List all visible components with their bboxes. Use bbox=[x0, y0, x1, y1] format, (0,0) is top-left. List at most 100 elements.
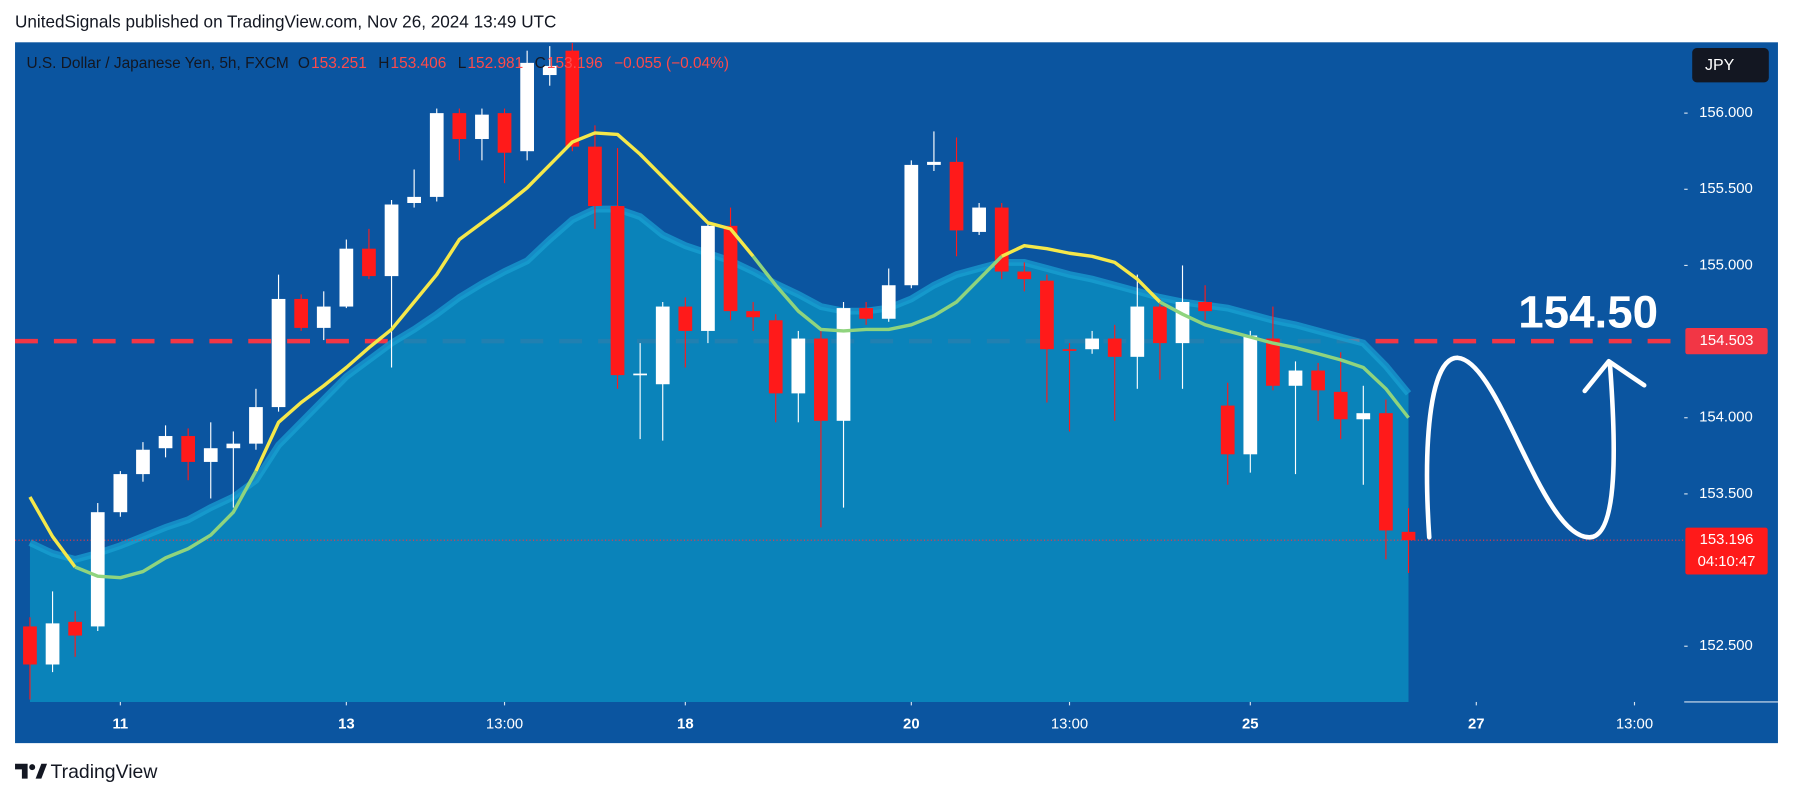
logo-part bbox=[35, 763, 48, 779]
candle-body bbox=[249, 407, 263, 444]
candle-body bbox=[678, 306, 693, 331]
candle-body bbox=[881, 285, 896, 319]
countdown-label: 04:10:47 bbox=[1698, 554, 1756, 570]
candle-body bbox=[1356, 413, 1371, 420]
candle-body bbox=[588, 146, 602, 207]
candle-body bbox=[362, 248, 376, 277]
y-tick-label: 156.000 bbox=[1699, 105, 1753, 121]
candle-body bbox=[1198, 301, 1212, 312]
header-part: U.S. Dollar / Japanese Yen, 5h, FXCM bbox=[26, 55, 288, 72]
x-tick-label: 11 bbox=[112, 717, 128, 733]
candle-body bbox=[475, 114, 489, 140]
candle-body bbox=[972, 207, 986, 232]
candle-body bbox=[768, 320, 783, 394]
candle-body bbox=[226, 443, 241, 449]
candle-body bbox=[1311, 370, 1325, 391]
candle-body bbox=[294, 298, 309, 328]
candle-body bbox=[746, 311, 760, 318]
candle-body bbox=[452, 113, 467, 140]
candle-body bbox=[1401, 531, 1416, 541]
candle-body bbox=[701, 225, 715, 331]
candle-body bbox=[1040, 280, 1054, 350]
candle-body bbox=[429, 113, 444, 197]
header-part: O bbox=[298, 55, 310, 72]
candle-body bbox=[1333, 391, 1348, 420]
header-part: L bbox=[458, 55, 467, 72]
candle-body bbox=[1130, 306, 1145, 357]
x-tick-label: 25 bbox=[1242, 717, 1259, 733]
candle-body bbox=[271, 298, 286, 408]
candle-body bbox=[1153, 306, 1167, 344]
moving-average bbox=[28, 131, 1162, 569]
candle-body bbox=[655, 306, 670, 385]
candle-body bbox=[1288, 370, 1303, 386]
candle-body bbox=[1220, 405, 1235, 455]
header-part: 153.406 bbox=[391, 55, 447, 72]
candle-body bbox=[610, 206, 625, 376]
currency-badge[interactable] bbox=[1692, 48, 1769, 83]
candle-body bbox=[723, 225, 738, 312]
candle-body bbox=[407, 196, 422, 203]
candle-body bbox=[633, 373, 647, 376]
x-tick-label: 20 bbox=[903, 717, 920, 733]
candle-body bbox=[1107, 338, 1122, 357]
candle-body bbox=[113, 474, 128, 513]
candle-body bbox=[203, 448, 218, 462]
logo-part bbox=[15, 763, 28, 779]
x-tick-label: 13 bbox=[338, 717, 355, 733]
target-annotation: 154.50 bbox=[1518, 287, 1658, 338]
projection-arrowhead bbox=[1582, 358, 1647, 394]
moving-average bbox=[74, 255, 1410, 580]
candle-body bbox=[136, 449, 150, 475]
last-price-label: 153.196 bbox=[1700, 532, 1754, 548]
last-price-box bbox=[1685, 527, 1768, 575]
header-part: 153.251 bbox=[311, 55, 367, 72]
header-part: 152.981 bbox=[467, 55, 523, 72]
published-line: UnitedSignals published on TradingView.c… bbox=[15, 11, 556, 31]
candle-body bbox=[1017, 271, 1032, 280]
y-tick-label: 155.000 bbox=[1699, 257, 1753, 273]
level-price-label: 154.503 bbox=[1700, 333, 1754, 349]
candle-body bbox=[384, 204, 399, 277]
candle-body bbox=[904, 164, 919, 286]
band-edge bbox=[28, 205, 1412, 563]
projection-curve bbox=[1424, 355, 1616, 540]
brand-logo bbox=[15, 763, 48, 779]
header-part: −0.055 (−0.04%) bbox=[614, 55, 729, 72]
header-part: C bbox=[535, 55, 546, 72]
candle-body bbox=[181, 436, 196, 462]
x-tick-label: 18 bbox=[677, 717, 694, 733]
candle-body bbox=[814, 338, 828, 421]
x-tick-label: 27 bbox=[1468, 717, 1485, 733]
candle-body bbox=[859, 308, 873, 319]
currency-label: JPY bbox=[1705, 57, 1735, 74]
candle-body bbox=[836, 308, 851, 421]
candle-body bbox=[520, 62, 534, 152]
candle-body bbox=[1062, 349, 1077, 351]
candle-body bbox=[1085, 338, 1099, 350]
candle-body bbox=[158, 436, 173, 449]
y-tick-label: 155.500 bbox=[1699, 181, 1753, 197]
candle-body bbox=[791, 338, 806, 394]
legend-header: U.S. Dollar / Japanese Yen, 5h, FXCM O153… bbox=[26, 55, 729, 72]
candle-body bbox=[565, 50, 580, 147]
candle-body bbox=[316, 306, 331, 328]
candle-body bbox=[339, 248, 354, 307]
candle-body bbox=[1266, 338, 1280, 386]
x-tick-label: 13:00 bbox=[1616, 717, 1653, 733]
plot-area bbox=[15, 43, 1685, 702]
candle-body bbox=[949, 161, 964, 231]
y-tick-label: 153.500 bbox=[1699, 486, 1753, 502]
y-tick-label: 154.000 bbox=[1699, 410, 1753, 426]
candle-body bbox=[927, 161, 941, 165]
header-part: H bbox=[378, 55, 389, 72]
candle-body bbox=[1243, 335, 1258, 455]
brand-name: TradingView bbox=[50, 761, 158, 783]
candle-body bbox=[497, 113, 512, 153]
band-fill bbox=[29, 209, 1409, 702]
candle-body bbox=[23, 626, 37, 665]
candle-body bbox=[68, 621, 83, 636]
logo-part bbox=[29, 764, 36, 771]
